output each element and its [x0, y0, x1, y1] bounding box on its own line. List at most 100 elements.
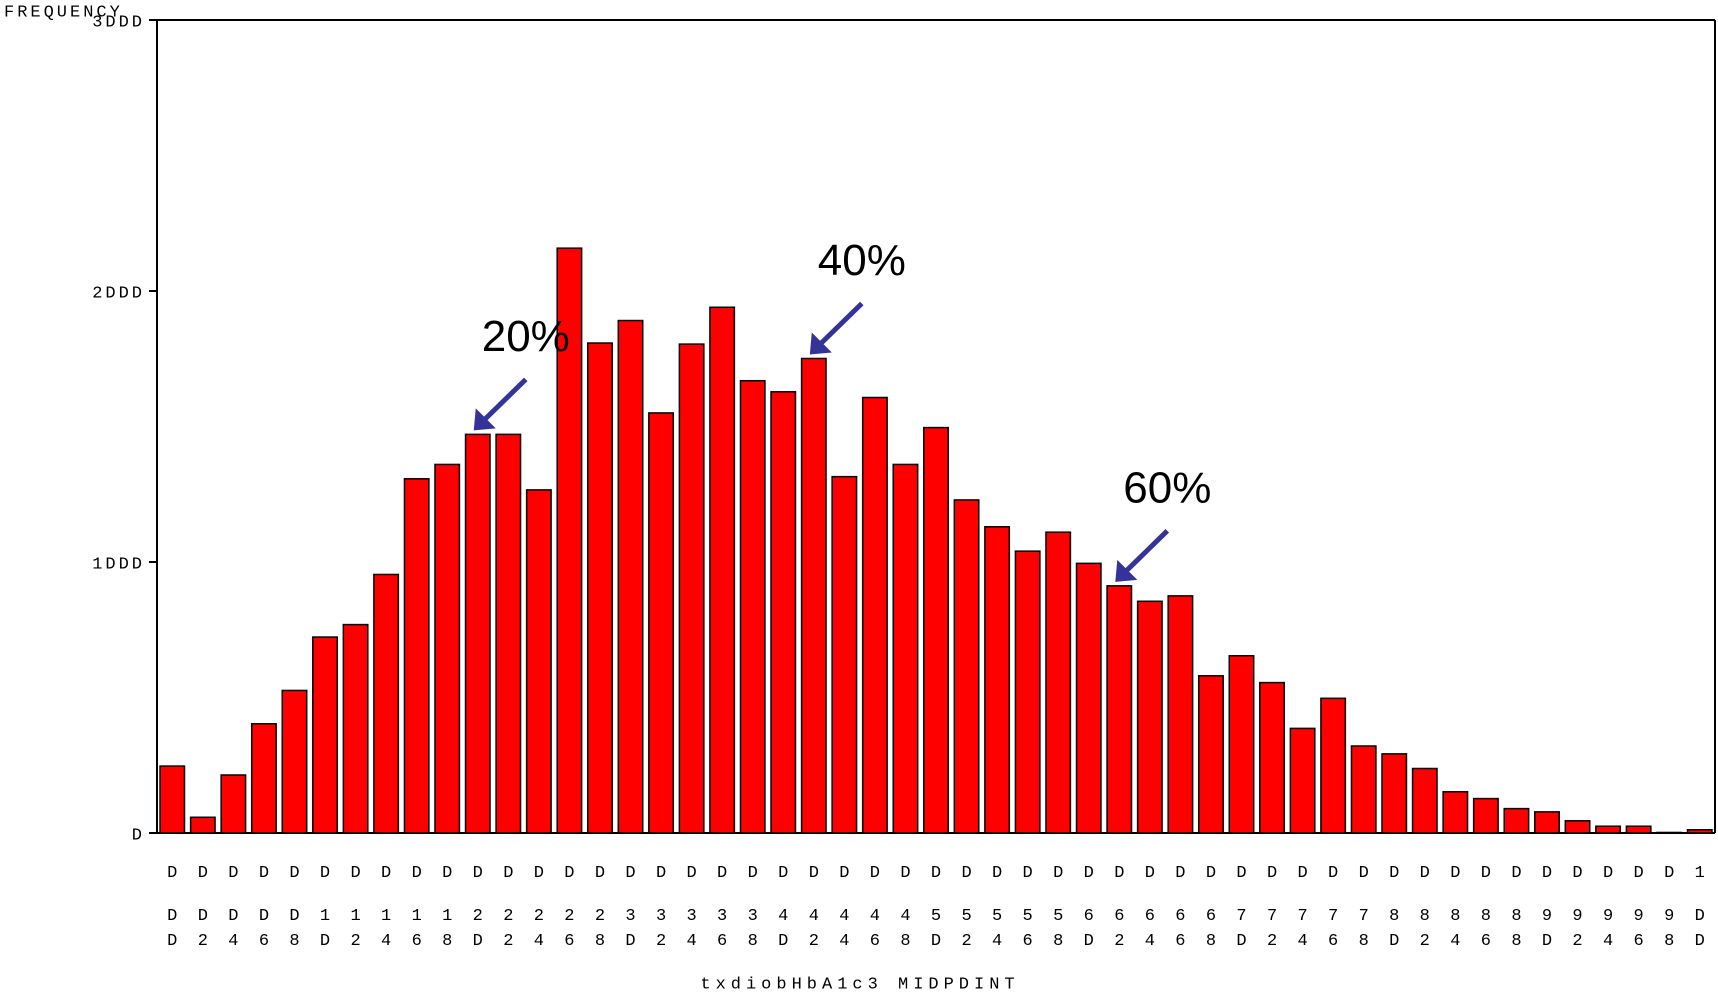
x-axis-label: txdiobHbA1c3 MIDPDINT — [700, 975, 1019, 994]
bar — [1472, 797, 1499, 834]
bar — [281, 689, 308, 834]
bar — [586, 342, 613, 834]
annotation-arrow — [1123, 529, 1170, 574]
annotation: 60% — [1123, 463, 1211, 512]
bar — [984, 526, 1011, 834]
bar — [1167, 595, 1194, 834]
bar — [648, 412, 675, 834]
y-tick-label: 1DDD — [92, 555, 145, 574]
bar — [312, 636, 338, 834]
bar — [739, 379, 766, 834]
bar — [1350, 745, 1377, 834]
annotation: 40% — [818, 236, 906, 285]
bar — [250, 723, 277, 834]
bar — [1320, 697, 1347, 834]
bar — [617, 319, 644, 834]
bar — [525, 489, 552, 834]
annotation-arrowhead — [1115, 559, 1138, 582]
bar — [1503, 807, 1530, 834]
annotation: 20% — [482, 312, 570, 361]
bar — [1045, 531, 1072, 834]
bar — [892, 463, 919, 834]
bar — [495, 433, 522, 834]
annotation-arrowhead — [473, 408, 496, 431]
bar — [1136, 600, 1163, 834]
bar — [434, 463, 461, 834]
bar — [1625, 825, 1652, 834]
bar — [1075, 562, 1102, 834]
annotation-arrow — [818, 301, 864, 347]
bar — [342, 623, 369, 834]
bar — [1595, 825, 1622, 834]
bar — [709, 306, 736, 834]
bar — [1442, 791, 1469, 834]
bar — [800, 357, 827, 834]
bar — [770, 391, 797, 834]
bar — [220, 774, 247, 834]
bar — [1106, 585, 1133, 834]
bar — [953, 499, 980, 834]
bar — [1259, 681, 1286, 834]
bar — [1686, 828, 1713, 834]
bar — [1381, 753, 1408, 834]
bar — [189, 816, 216, 834]
bar — [1014, 550, 1041, 834]
y-tick-label: 3DDD — [92, 13, 145, 32]
bar — [1411, 767, 1438, 834]
bar — [1197, 675, 1224, 834]
bar — [831, 475, 858, 834]
bar — [678, 343, 705, 834]
y-tick-label: 2DDD — [92, 284, 145, 303]
bar — [1534, 811, 1560, 834]
bar — [373, 573, 400, 834]
bar — [861, 396, 888, 834]
bar — [403, 478, 430, 834]
bar — [159, 765, 186, 834]
bar — [1564, 820, 1591, 834]
